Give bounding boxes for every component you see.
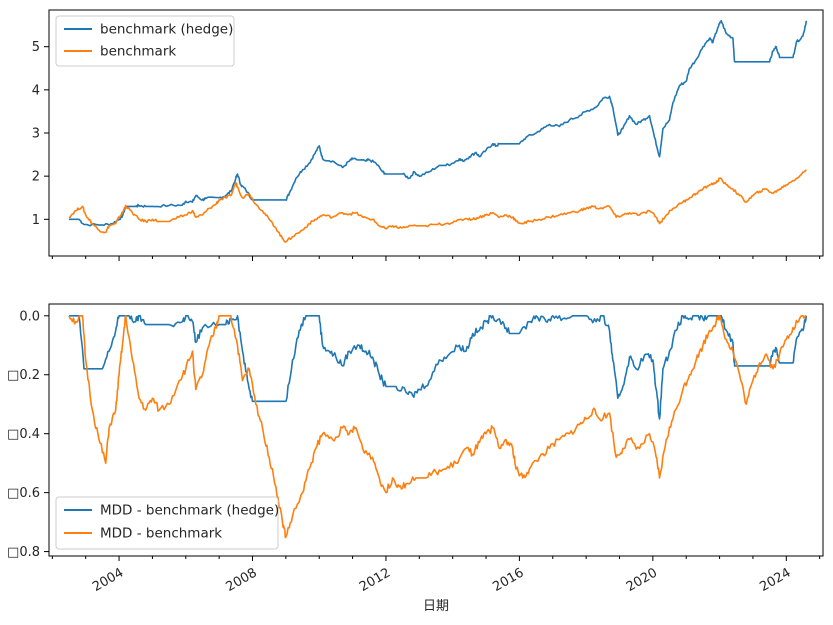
bottom-y-tick-label: 0.0 — [19, 309, 40, 324]
x-tick-label: 2012 — [357, 565, 393, 595]
bottom-y-tick-label: □0.8 — [7, 545, 40, 560]
top-y-tick-label: 5 — [32, 40, 40, 55]
x-tick-label: 2008 — [224, 565, 260, 595]
top-y-tick-label: 1 — [32, 213, 40, 228]
bottom-y-tick-label: □0.4 — [7, 427, 40, 442]
bottom-series-line-1 — [68, 314, 807, 539]
bottom-x-ticks: 2004 2008 2012 2016 2020 2024 — [51, 556, 821, 595]
top-legend-label-1: benchmark — [100, 44, 176, 60]
top-series-line-1 — [68, 169, 807, 243]
bottom-legend-box — [55, 496, 279, 550]
bottom-series-line-0 — [69, 314, 808, 420]
bottom-legend-label-0: MDD - benchmark (hedge) — [100, 503, 279, 519]
x-axis-label: 日期 — [423, 599, 449, 614]
top-y-tick-label: 3 — [32, 127, 40, 142]
top-y-ticks: 1 2 3 4 5 — [32, 40, 49, 228]
bottom-y-tick-label: □0.6 — [7, 486, 40, 501]
top-legend: benchmark (hedge) benchmark — [55, 15, 235, 67]
bottom-chart: 0.0 □0.2 □0.4 □0.6 □0.8 2004 2008 2012 2016 2020… — [7, 303, 824, 614]
x-tick-label: 2004 — [90, 565, 126, 595]
bottom-y-ticks: 0.0 □0.2 □0.4 □0.6 □0.8 — [7, 309, 49, 560]
x-tick-label: 2024 — [757, 565, 793, 595]
top-series-lines — [68, 19, 808, 243]
top-legend-box — [55, 15, 235, 67]
bottom-plot-frame — [48, 303, 824, 557]
top-series-line-0 — [69, 19, 808, 227]
top-x-ticks — [51, 256, 821, 261]
bottom-y-tick-label: □0.2 — [7, 368, 40, 383]
top-y-tick-label: 2 — [32, 170, 40, 185]
top-legend-label-0: benchmark (hedge) — [100, 22, 233, 38]
bottom-series-lines — [68, 314, 808, 539]
top-chart: 1 2 3 4 5 benchmark (hedge) benchmark — [32, 9, 824, 261]
bottom-legend: MDD - benchmark (hedge) MDD - benchmark — [55, 496, 279, 550]
top-y-tick-label: 4 — [32, 83, 40, 98]
bottom-legend-label-1: MDD - benchmark — [100, 526, 222, 542]
x-tick-label: 2016 — [490, 565, 526, 595]
x-tick-label: 2020 — [624, 565, 660, 595]
